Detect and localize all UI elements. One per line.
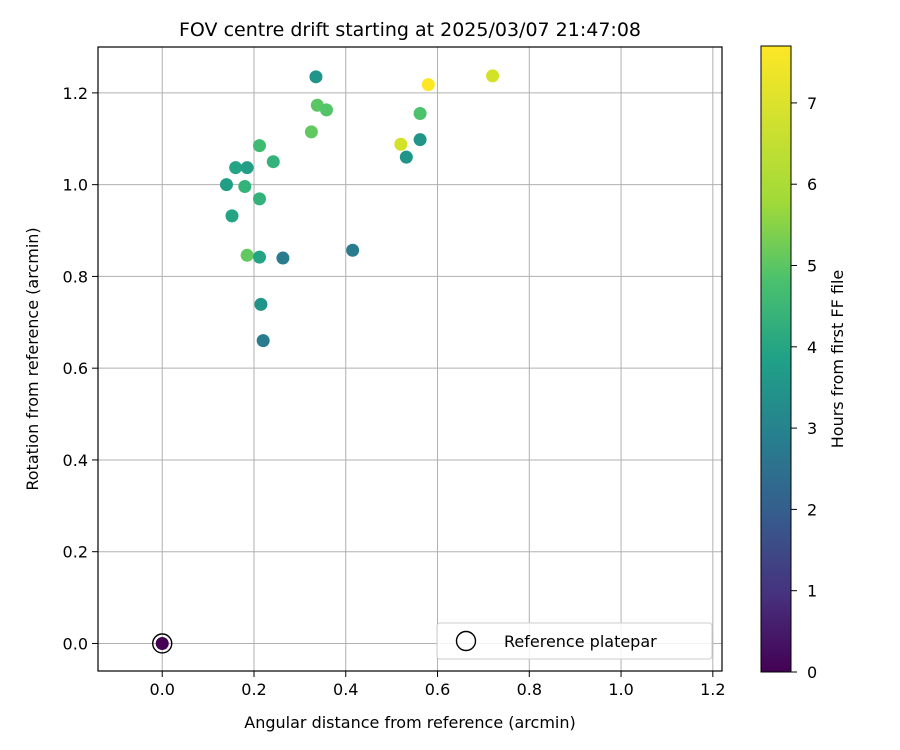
x-tick-label: 1.0 [608,680,633,699]
x-tick-label: 0.8 [517,680,542,699]
x-tick-label: 0.6 [425,680,450,699]
data-point [253,192,267,206]
grid-lines [98,47,722,671]
data-point [486,69,500,83]
y-tick-label: 0.6 [63,359,88,378]
y-tick-label: 0.0 [63,634,88,653]
colorbar-tick-label: 6 [807,175,817,194]
x-axis-ticks: 0.0 0.2 0.4 0.6 0.8 1.0 1.2 [150,671,726,699]
reference-marker [152,633,173,654]
data-point [219,178,233,192]
x-tick-label: 0.0 [150,680,175,699]
x-axis-label: Angular distance from reference (arcmin) [244,713,575,732]
colorbar-tick-label: 1 [807,582,817,601]
data-point [309,70,323,84]
legend-box [436,622,713,660]
x-tick-label: 0.2 [241,680,266,699]
colorbar-label: Hours from first FF file [828,270,847,449]
legend: Reference platepar [436,622,713,660]
y-tick-label: 1.0 [63,176,88,195]
data-point [256,334,270,348]
colorbar: 0 1 2 3 4 5 6 7 Hours from first FF file [760,45,847,682]
colorbar-tick-label: 4 [807,338,817,357]
data-points [219,69,500,348]
y-tick-label: 0.4 [63,451,88,470]
colorbar-tick-label: 7 [807,94,817,113]
data-point [225,209,239,223]
colorbar-ticks: 0 1 2 3 4 5 6 7 [791,94,817,682]
legend-marker [455,630,477,652]
y-tick-label: 1.2 [63,84,88,103]
colorbar-gradient [760,45,792,673]
data-point [394,137,408,151]
data-point [229,161,243,175]
chart-title: FOV centre drift starting at 2025/03/07 … [179,19,641,41]
data-point [276,251,290,265]
colorbar-tick-label: 5 [807,257,817,276]
reference-marker-group [152,633,173,654]
reference-point [155,636,169,650]
y-axis-ticks: 0.0 0.2 0.4 0.6 0.8 1.0 1.2 [63,84,98,653]
data-point [266,155,280,169]
data-point [421,78,435,92]
colorbar-tick-label: 3 [807,419,817,438]
x-tick-label: 0.4 [333,680,358,699]
data-point [238,179,252,193]
colorbar-tick-label: 2 [807,500,817,519]
data-point [254,297,268,311]
data-point [319,103,333,117]
y-tick-label: 0.8 [63,267,88,286]
x-tick-label: 1.2 [700,680,725,699]
data-point [413,107,427,121]
y-axis-label: Rotation from reference (arcmin) [23,227,42,490]
data-point [253,250,267,264]
legend-entry-reference: Reference platepar [504,632,657,651]
data-point [240,248,254,262]
data-point [304,125,318,139]
y-tick-label: 0.2 [63,543,88,562]
plot-frame [97,46,723,672]
data-point [346,243,360,257]
data-point [413,133,427,147]
colorbar-tick-label: 0 [807,663,817,682]
data-point [253,139,267,153]
data-point [240,161,254,175]
data-point [399,150,413,164]
